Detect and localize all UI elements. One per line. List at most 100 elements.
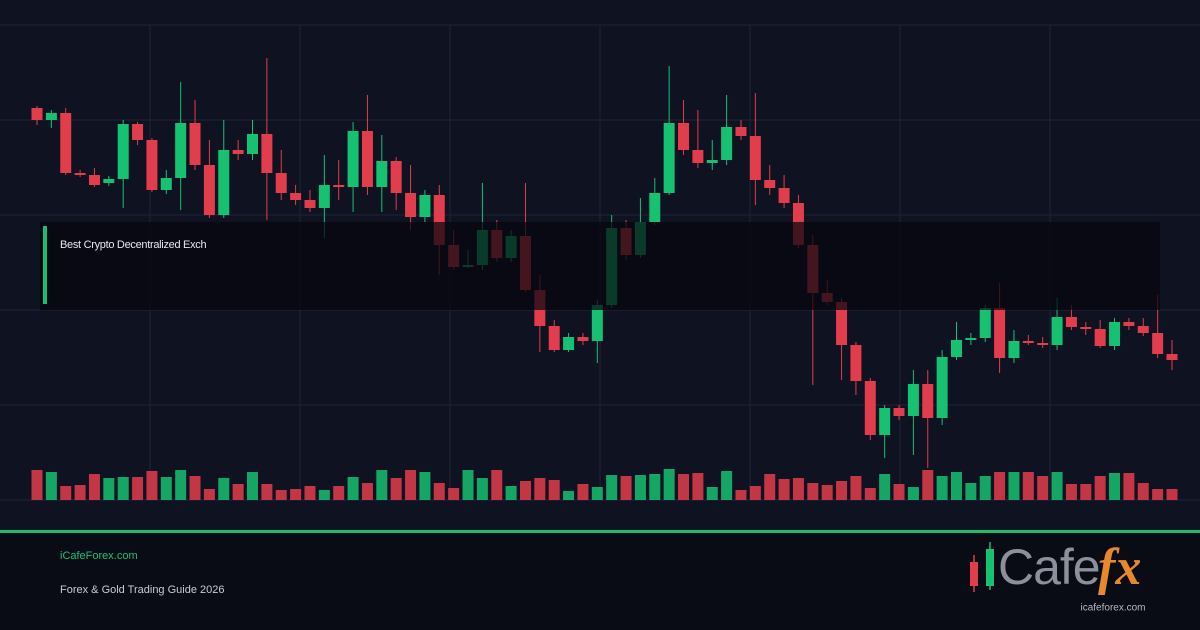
candle-body bbox=[922, 384, 934, 418]
volume-bar bbox=[577, 484, 589, 500]
candle-body bbox=[965, 338, 977, 340]
volume-bar bbox=[692, 473, 704, 500]
candle-body bbox=[132, 124, 144, 140]
volume-bar bbox=[649, 474, 661, 500]
candle-body bbox=[433, 195, 445, 245]
candle-body bbox=[1037, 343, 1049, 345]
candle-body bbox=[591, 305, 603, 341]
candle-body bbox=[1109, 322, 1121, 346]
candle-body bbox=[45, 113, 57, 120]
candle-body bbox=[1137, 326, 1149, 333]
volume-bar bbox=[160, 477, 172, 500]
volume-bar bbox=[376, 470, 388, 500]
logo-candle bbox=[986, 549, 994, 586]
candle-body bbox=[850, 345, 862, 381]
candle-body bbox=[74, 173, 86, 175]
volume-bar bbox=[333, 486, 345, 500]
volume-bar bbox=[304, 486, 316, 500]
candle-body bbox=[261, 134, 273, 173]
volume-bar bbox=[1137, 483, 1149, 500]
candle-body bbox=[60, 113, 72, 173]
volume-bar bbox=[1008, 472, 1020, 500]
candle-body bbox=[1051, 317, 1063, 345]
volume-bar bbox=[347, 477, 359, 500]
volume-bar bbox=[476, 478, 488, 500]
volume-bar bbox=[778, 479, 790, 500]
overlay-accent bbox=[43, 226, 47, 304]
candle-body bbox=[1152, 333, 1164, 354]
volume-bar bbox=[893, 484, 905, 500]
volume-bar bbox=[88, 474, 100, 500]
volume-bar bbox=[405, 470, 417, 500]
volume-bar bbox=[117, 477, 129, 500]
volume-bar bbox=[591, 487, 603, 500]
candle-body bbox=[764, 180, 776, 188]
candle-body bbox=[160, 178, 172, 190]
candle-body bbox=[376, 161, 388, 187]
volume-bar bbox=[1080, 484, 1092, 500]
candle-body bbox=[419, 195, 431, 217]
volume-bar bbox=[1123, 473, 1135, 500]
candle-body bbox=[749, 136, 761, 180]
candle-body bbox=[1094, 329, 1106, 346]
volume-bar bbox=[433, 483, 445, 500]
volume-bar bbox=[821, 485, 833, 500]
volume-bar bbox=[1022, 472, 1034, 500]
footer-tagline: Forex & Gold Trading Guide 2026 bbox=[60, 584, 224, 596]
logo-url: icafeforex.com bbox=[1080, 603, 1145, 614]
volume-bar bbox=[390, 478, 402, 500]
volume-bar bbox=[1037, 476, 1049, 500]
overlay-box bbox=[40, 222, 1160, 310]
volume-bar bbox=[663, 469, 675, 500]
volume-bar bbox=[218, 478, 230, 500]
volume-bar bbox=[634, 475, 646, 500]
candle-body bbox=[649, 193, 661, 222]
candle-body bbox=[290, 193, 302, 200]
volume-bar bbox=[764, 474, 776, 500]
volume-bar bbox=[792, 478, 804, 500]
candle-body bbox=[735, 127, 747, 136]
candle-body bbox=[304, 200, 316, 208]
candle-body bbox=[950, 340, 962, 357]
volume-bar bbox=[950, 472, 962, 500]
volume-bar bbox=[419, 472, 431, 500]
candle-body bbox=[548, 326, 560, 350]
candle-body bbox=[563, 337, 575, 350]
volume-bar bbox=[994, 472, 1006, 500]
volume-bar bbox=[491, 470, 503, 500]
candle-body bbox=[936, 357, 948, 418]
volume-bar bbox=[232, 484, 244, 500]
candle-body bbox=[31, 108, 43, 120]
volume-bar bbox=[1109, 473, 1121, 500]
candle-body bbox=[218, 150, 230, 215]
volume-bar bbox=[922, 470, 934, 500]
candle-body bbox=[347, 131, 359, 187]
volume-bar bbox=[189, 476, 201, 500]
volume-bar bbox=[721, 471, 733, 500]
logo-word: Cafe bbox=[998, 539, 1100, 595]
volume-bar bbox=[132, 477, 144, 500]
volume-bar bbox=[548, 480, 560, 500]
volume-bar bbox=[836, 481, 848, 500]
candle-body bbox=[1080, 327, 1092, 329]
candle-body bbox=[203, 165, 215, 215]
divider bbox=[0, 530, 1200, 533]
candle-body bbox=[678, 123, 690, 150]
candle-body bbox=[706, 160, 718, 163]
volume-bar bbox=[563, 491, 575, 500]
candle-body bbox=[232, 150, 244, 154]
volume-bar bbox=[749, 486, 761, 500]
volume-bar bbox=[1094, 476, 1106, 500]
candle-body bbox=[1022, 341, 1034, 343]
volume-bar bbox=[1051, 472, 1063, 500]
volume-bar bbox=[907, 487, 919, 500]
volume-bar bbox=[45, 472, 57, 500]
candle-body bbox=[103, 179, 115, 183]
candle-body bbox=[189, 123, 201, 165]
volume-bar bbox=[519, 481, 531, 500]
volume-bar bbox=[448, 488, 460, 500]
volume-bar bbox=[275, 490, 287, 500]
volume-bar bbox=[620, 476, 632, 500]
footer-site: iCafeForex.com bbox=[60, 550, 138, 562]
